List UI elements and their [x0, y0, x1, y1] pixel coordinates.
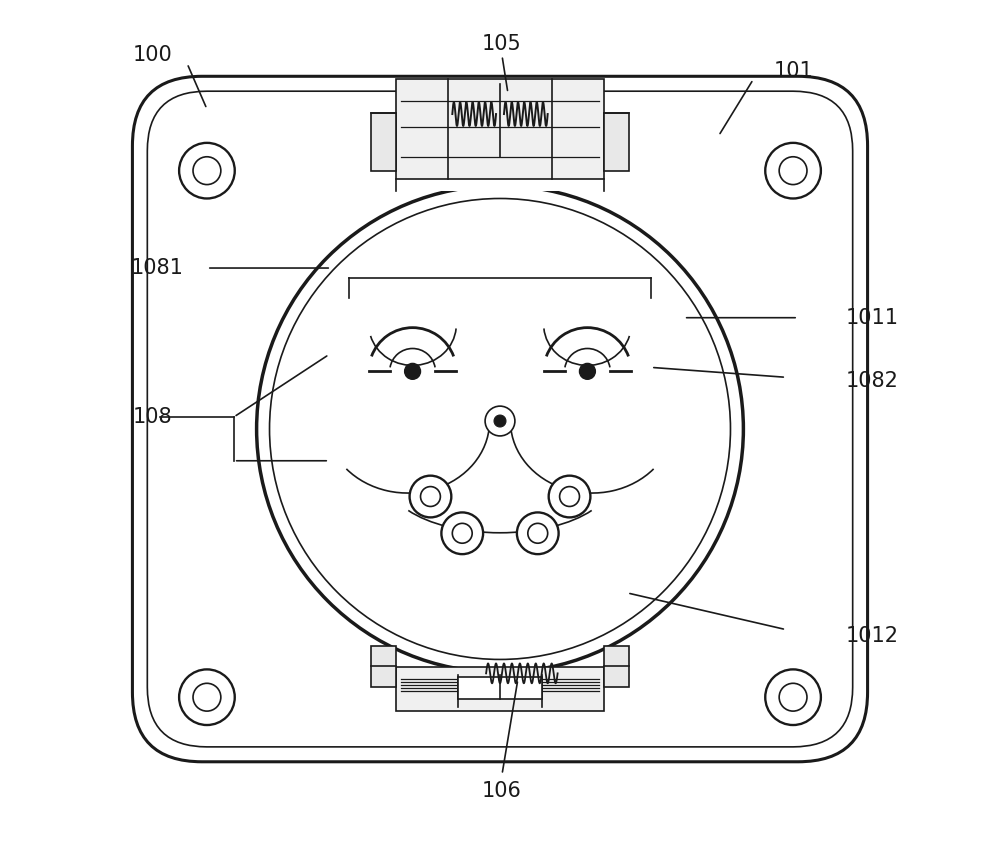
Circle shape: [765, 669, 821, 725]
Bar: [371, 113, 396, 171]
Circle shape: [579, 363, 595, 380]
Circle shape: [779, 157, 807, 184]
Circle shape: [441, 513, 483, 554]
Circle shape: [405, 363, 421, 380]
Circle shape: [179, 669, 235, 725]
Bar: [396, 178, 604, 190]
Text: 1081: 1081: [131, 258, 184, 278]
Bar: [396, 667, 604, 711]
Circle shape: [485, 406, 515, 436]
Circle shape: [179, 143, 235, 199]
Circle shape: [765, 143, 821, 199]
Circle shape: [560, 486, 579, 507]
Bar: [604, 645, 629, 688]
Text: 105: 105: [482, 33, 522, 53]
Text: 1012: 1012: [846, 626, 899, 645]
Text: 1082: 1082: [846, 371, 899, 391]
Circle shape: [193, 683, 221, 711]
Circle shape: [549, 475, 590, 517]
Bar: [396, 79, 604, 178]
Circle shape: [494, 415, 506, 427]
Text: 100: 100: [132, 46, 172, 65]
Bar: [458, 678, 542, 700]
Text: 108: 108: [132, 407, 172, 427]
Bar: [604, 113, 629, 171]
Text: 1011: 1011: [846, 307, 899, 328]
Circle shape: [779, 683, 807, 711]
Circle shape: [421, 486, 440, 507]
Text: 106: 106: [482, 780, 522, 801]
Bar: [371, 645, 396, 688]
Circle shape: [517, 513, 559, 554]
Circle shape: [528, 523, 548, 543]
Circle shape: [257, 186, 743, 672]
Circle shape: [452, 523, 472, 543]
Circle shape: [410, 475, 451, 517]
FancyBboxPatch shape: [132, 76, 868, 762]
Circle shape: [193, 157, 221, 184]
Text: 101: 101: [773, 61, 813, 82]
